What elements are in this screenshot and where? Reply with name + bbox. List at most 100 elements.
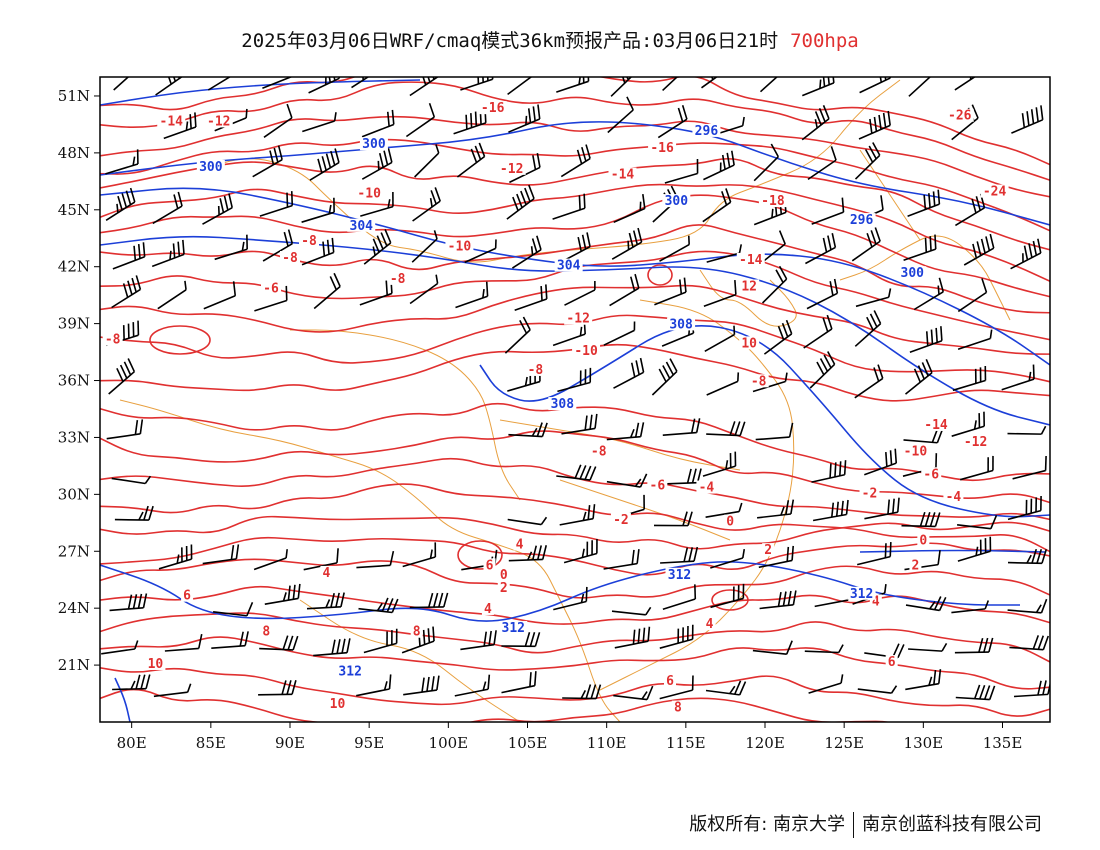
wind-barb	[108, 358, 136, 395]
wind-barb	[951, 411, 986, 437]
wind-barb	[805, 233, 837, 265]
wind-barb	[857, 685, 898, 694]
wind-barb	[703, 150, 735, 181]
wind-barb	[303, 548, 339, 571]
wind-barb	[811, 197, 845, 225]
temperature-label: -10	[904, 445, 928, 460]
wind-barb	[659, 675, 694, 700]
wind-barb	[854, 364, 884, 399]
label-bg	[481, 601, 494, 615]
height-label: 300	[901, 266, 925, 281]
wind-barb	[262, 77, 295, 89]
wind-barb	[761, 265, 788, 304]
temperature-label: 2	[912, 558, 920, 573]
label-bg	[898, 266, 927, 280]
wind-barb	[854, 142, 881, 180]
wind-barb	[859, 77, 892, 94]
temperature-label: -8	[390, 272, 406, 287]
temperature-label: -12	[500, 162, 523, 177]
label-bg	[196, 159, 225, 173]
wind-barb	[401, 626, 435, 654]
height-isoline	[859, 549, 1046, 553]
temperature-labels: -14 -12-16-10-12 -14-16-18-26-24-8-8-6-8-1…	[102, 101, 1009, 716]
temperature-isoline	[100, 343, 1050, 402]
lon-label: 95E	[354, 734, 384, 752]
map-title: 2025年03月06日WRF/cmaq模式36km预报产品:03月06日21时 7…	[0, 26, 1100, 53]
label-bg	[662, 194, 691, 208]
wind-barb	[113, 77, 140, 91]
temperature-label: 12	[741, 279, 757, 294]
lon-label: 100E	[429, 734, 469, 752]
wind-barb	[858, 110, 891, 140]
copyright-text: 版权所有: 南京大学	[689, 814, 845, 835]
map-frame	[99, 76, 1051, 723]
wind-barb	[706, 421, 746, 437]
temperature-label: -2	[613, 513, 629, 528]
copyright-footer: 版权所有: 南京大学 南京创蓝科技有限公司	[689, 810, 1042, 838]
label-bg	[525, 362, 546, 376]
boundary-line	[290, 329, 521, 501]
wind-barb	[157, 280, 187, 310]
wind-barb	[907, 189, 941, 217]
wind-barb	[755, 422, 794, 441]
wind-barb	[363, 628, 398, 654]
wind-barb	[363, 229, 392, 265]
company-name: 南京创蓝科技有限公司	[862, 814, 1042, 835]
wind-barb	[957, 329, 993, 350]
wind-barb	[606, 422, 645, 441]
temperature-label: -8	[105, 333, 121, 348]
wind-barb	[662, 77, 689, 91]
wind-barb	[164, 633, 203, 652]
wind-barb	[803, 314, 833, 349]
label-bg	[548, 397, 577, 411]
lat-label: 48N	[58, 144, 90, 162]
height-label: 312	[668, 568, 691, 583]
boundary-line	[199, 79, 901, 263]
wind-barb	[809, 351, 836, 389]
wind-barb	[703, 280, 737, 307]
boundary-line	[859, 149, 921, 241]
wind-barb	[957, 278, 988, 313]
wind-barb	[158, 544, 193, 570]
wind-barb	[651, 358, 678, 396]
temperature-isoline	[100, 77, 1050, 166]
temperature-label: 2	[500, 581, 508, 596]
wind-barb	[957, 514, 998, 530]
wind-barb	[506, 184, 535, 220]
wind-barb	[213, 602, 254, 617]
label-bg	[572, 343, 601, 357]
temperature-label: -14	[739, 253, 763, 268]
height-label: 312	[338, 665, 361, 680]
lat-label: 24N	[58, 599, 90, 617]
wind-barb	[556, 464, 597, 481]
wind-barb	[264, 583, 301, 605]
temperature-label: -26	[948, 109, 972, 124]
wind-barb	[811, 460, 847, 483]
wind-barb	[706, 244, 743, 263]
wind-barb	[952, 365, 987, 392]
temperature-label: -12	[964, 435, 987, 450]
wind-barb	[511, 235, 542, 269]
latitude-axis: 51N 48N 45N 42N 39N 36N 33N 30N 27N 24N 21N	[58, 87, 100, 674]
lon-label: 105E	[508, 734, 548, 752]
wind-barb	[606, 473, 648, 488]
temperature-isoline	[100, 457, 1050, 521]
temperature-label: -12	[207, 114, 230, 129]
wind-barb	[356, 674, 392, 697]
wind-barb	[563, 538, 598, 564]
wind-barb	[211, 631, 249, 649]
label-bg	[671, 700, 684, 714]
wind-barb	[864, 497, 900, 520]
lon-label: 125E	[824, 734, 864, 752]
wind-barb	[904, 359, 933, 395]
wind-barb	[653, 511, 693, 527]
wind-barb	[151, 239, 185, 268]
wind-barb	[763, 319, 793, 355]
title-main: 2025年03月06日WRF/cmaq模式36km预报产品:03月06日21时	[241, 30, 779, 52]
temperature-isoline	[100, 284, 1050, 355]
temperature-label: 4	[484, 602, 492, 617]
temperature-label: -10	[448, 240, 472, 255]
wind-barb	[109, 593, 148, 612]
label-bg	[336, 664, 365, 678]
